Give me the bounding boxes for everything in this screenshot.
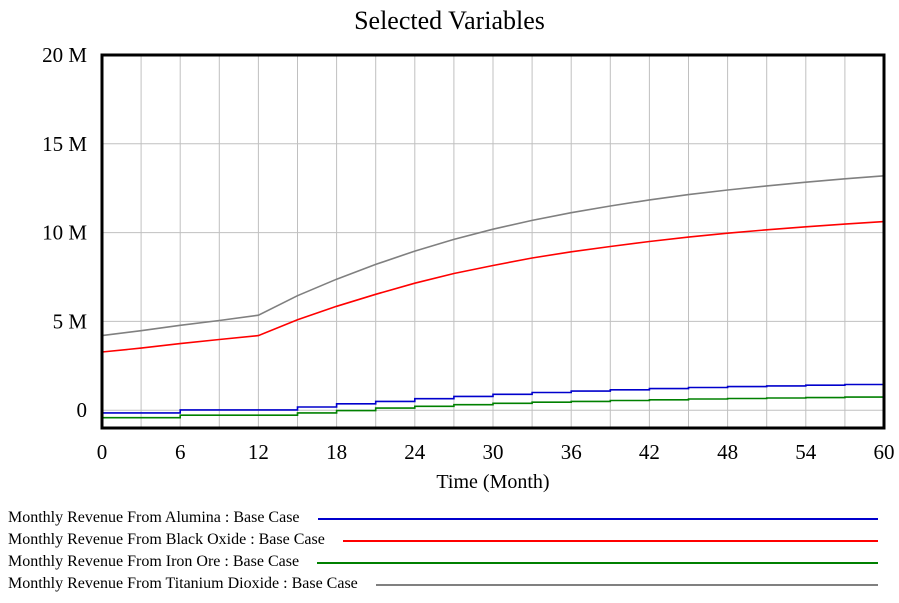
legend-item: Monthly Revenue From Alumina : Base Case — [8, 508, 888, 530]
x-tick-label: 12 — [248, 440, 269, 464]
x-tick-label: 6 — [175, 440, 186, 464]
y-tick-label: 10 M — [42, 221, 87, 245]
legend-label: Monthly Revenue From Alumina : Base Case — [8, 509, 300, 526]
x-tick-labels: 0 6 12 18 24 30 36 42 48 54 60 — [97, 440, 895, 464]
legend-item: Monthly Revenue From Titanium Dioxide : … — [8, 574, 888, 596]
y-tick-label: 5 M — [53, 309, 88, 333]
series-line-2 — [101, 220, 885, 353]
series-line-1 — [102, 383, 885, 414]
x-tick-label: 48 — [717, 440, 738, 464]
series-line-4 — [101, 175, 885, 337]
y-tick-labels: 0 5 M 10 M 15 M 20 M — [42, 43, 87, 422]
x-axis-label: Time (Month) — [436, 471, 549, 493]
x-tick-label: 30 — [483, 440, 504, 464]
chart-plot: 0 6 12 18 24 30 36 42 48 54 60 0 5 M 10 M 15 M 20 M Ti… — [42, 43, 895, 493]
legend-swatch-line — [317, 518, 878, 520]
legend-item: Monthly Revenue From Black Oxide : Base … — [8, 530, 888, 552]
x-tick-label: 54 — [795, 440, 817, 464]
series-line-3 — [102, 395, 885, 419]
legend-swatch-line — [375, 584, 878, 586]
legend-label: Monthly Revenue From Black Oxide : Base … — [8, 531, 325, 548]
legend-item: Monthly Revenue From Iron Ore : Base Cas… — [8, 552, 888, 574]
grid-lines — [101, 54, 885, 428]
x-tick-label: 0 — [97, 440, 108, 464]
y-tick-label: 20 M — [42, 43, 87, 67]
y-tick-label: 15 M — [42, 132, 87, 156]
series-lines — [101, 175, 885, 419]
x-tick-label: 24 — [404, 440, 426, 464]
legend-swatch-line — [342, 540, 878, 542]
legend-label: Monthly Revenue From Iron Ore : Base Cas… — [8, 553, 300, 570]
legend-label: Monthly Revenue From Titanium Dioxide : … — [8, 575, 358, 592]
x-tick-label: 36 — [561, 440, 582, 464]
plot-frame — [100, 53, 886, 430]
chart-title: Selected Variables — [354, 6, 545, 35]
legend-swatch-line — [317, 562, 878, 564]
x-tick-label: 60 — [874, 440, 895, 464]
y-tick-label: 0 — [77, 398, 88, 422]
x-tick-label: 18 — [326, 440, 347, 464]
legend: Monthly Revenue From Alumina : Base Case… — [8, 508, 888, 596]
x-tick-label: 42 — [639, 440, 660, 464]
